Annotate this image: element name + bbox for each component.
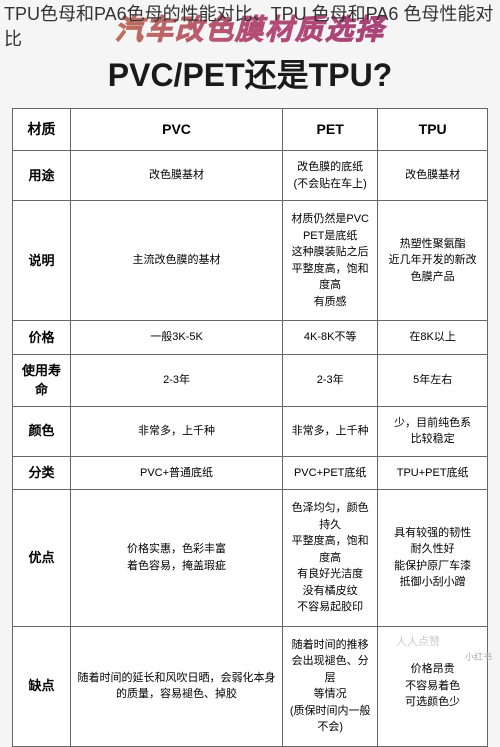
col-header-pet: PET xyxy=(283,109,378,151)
row-label: 分类 xyxy=(13,456,71,490)
row-label: 缺点 xyxy=(13,626,71,746)
row-label: 使用寿命 xyxy=(13,354,71,406)
cell: 价格实惠，色彩丰富着色容易，掩盖瑕疵 xyxy=(71,490,283,627)
overlay-caption: TPU色母和PA6色母的性能对比、TPU 色母和PA6 色母性能对比 xyxy=(4,2,496,52)
row-label: 说明 xyxy=(13,201,71,321)
col-header-pvc: PVC xyxy=(71,109,283,151)
cell: TPU+PET底纸 xyxy=(378,456,488,490)
watermark-text: 人人点赞 xyxy=(396,633,440,649)
watermark-brand: 小红书 xyxy=(465,650,492,663)
cell: PVC+普通底纸 xyxy=(71,456,283,490)
row-label: 用途 xyxy=(13,151,71,201)
row-label: 颜色 xyxy=(13,406,71,456)
cell: 随着时间的延长和风吹日晒，会弱化本身的质量，容易褪色、掉胶 xyxy=(71,626,283,746)
table-row: 使用寿命2-3年2-3年5年左右 xyxy=(13,354,488,406)
cell: 具有较强的韧性耐久性好能保护原厂车漆抵御小刮小蹭 xyxy=(378,490,488,627)
cell: 改色膜基材 xyxy=(378,151,488,201)
cell: 热塑性聚氨酯近几年开发的新改色膜产品 xyxy=(378,201,488,321)
col-header-tpu: TPU xyxy=(378,109,488,151)
cell: 5年左右 xyxy=(378,354,488,406)
table-row: 颜色非常多，上千种非常多，上千种少，目前纯色系比较稳定 xyxy=(13,406,488,456)
cell: 色泽均匀，颜色持久平整度高，饱和度高有良好光洁度没有橘皮纹不容易起胶印 xyxy=(283,490,378,627)
row-label: 优点 xyxy=(13,490,71,627)
cell: 在8K以上 xyxy=(378,321,488,355)
cell: 2-3年 xyxy=(71,354,283,406)
cell: 一般3K-5K xyxy=(71,321,283,355)
table-header-row: 材质 PVC PET TPU xyxy=(13,109,488,151)
cell: 材质仍然是PVCPET是底纸这种膜装贴之后平整度高，饱和度高有质感 xyxy=(283,201,378,321)
cell: 非常多，上千种 xyxy=(71,406,283,456)
table-row: 分类PVC+普通底纸PVC+PET底纸TPU+PET底纸 xyxy=(13,456,488,490)
comparison-table-container: 材质 PVC PET TPU 用途改色膜基材改色膜的底纸(不会贴在车上)改色膜基… xyxy=(0,108,500,747)
table-row: 说明主流改色膜的基材材质仍然是PVCPET是底纸这种膜装贴之后平整度高，饱和度高… xyxy=(13,201,488,321)
cell: 改色膜的底纸(不会贴在车上) xyxy=(283,151,378,201)
table-row: 价格一般3K-5K4K-8K不等在8K以上 xyxy=(13,321,488,355)
cell: 主流改色膜的基材 xyxy=(71,201,283,321)
row-label: 价格 xyxy=(13,321,71,355)
cell: 非常多，上千种 xyxy=(283,406,378,456)
table-row: 用途改色膜基材改色膜的底纸(不会贴在车上)改色膜基材 xyxy=(13,151,488,201)
comparison-table: 材质 PVC PET TPU 用途改色膜基材改色膜的底纸(不会贴在车上)改色膜基… xyxy=(12,108,488,747)
cell: 改色膜基材 xyxy=(71,151,283,201)
table-row: 优点价格实惠，色彩丰富着色容易，掩盖瑕疵色泽均匀，颜色持久平整度高，饱和度高有良… xyxy=(13,490,488,627)
cell: 2-3年 xyxy=(283,354,378,406)
cell: 少，目前纯色系比较稳定 xyxy=(378,406,488,456)
cell: PVC+PET底纸 xyxy=(283,456,378,490)
cell: 4K-8K不等 xyxy=(283,321,378,355)
subtitle: PVC/PET还是TPU? xyxy=(0,50,500,96)
col-header-material: 材质 xyxy=(13,109,71,151)
cell: 随着时间的推移会出现褪色、分层等情况(质保时间内一般不会) xyxy=(283,626,378,746)
